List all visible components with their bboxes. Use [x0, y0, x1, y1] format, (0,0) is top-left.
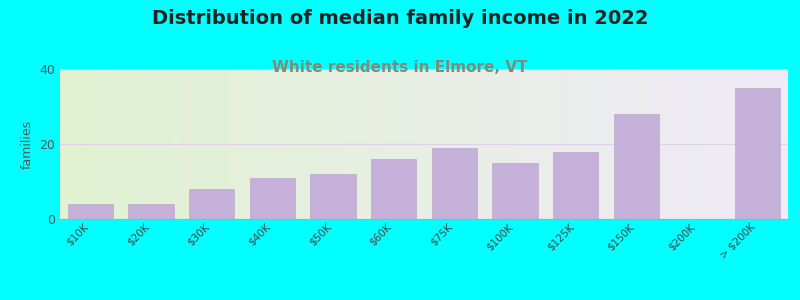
Bar: [310, 174, 356, 219]
Bar: [128, 204, 174, 219]
Bar: [189, 189, 234, 219]
Y-axis label: families: families: [21, 119, 34, 169]
Bar: [250, 178, 295, 219]
Bar: [614, 114, 659, 219]
Bar: [67, 204, 113, 219]
Bar: [371, 159, 417, 219]
Bar: [492, 163, 538, 219]
Text: Distribution of median family income in 2022: Distribution of median family income in …: [152, 9, 648, 28]
Bar: [431, 148, 477, 219]
Text: White residents in Elmore, VT: White residents in Elmore, VT: [272, 60, 528, 75]
Bar: [553, 152, 598, 219]
Bar: [735, 88, 781, 219]
